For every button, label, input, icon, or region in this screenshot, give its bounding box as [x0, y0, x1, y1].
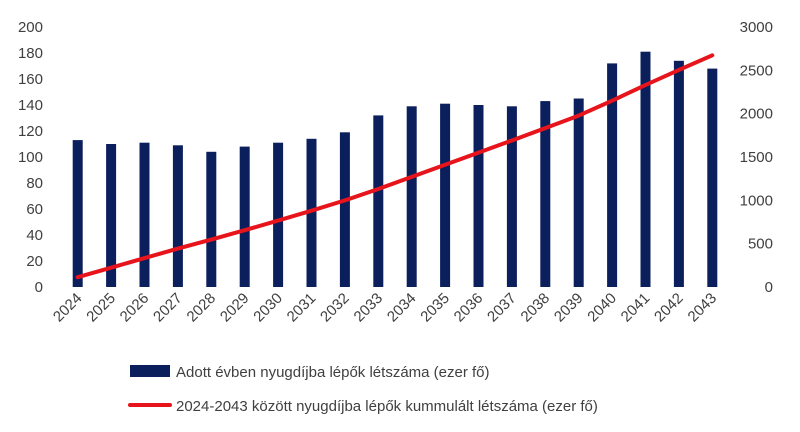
x-tick-label: 2031: [284, 290, 320, 326]
bar-series: [72, 51, 718, 288]
y-right-tick-label: 3000: [740, 19, 773, 36]
bar: [540, 101, 551, 287]
bar: [640, 51, 651, 288]
x-tick-label: 2039: [551, 290, 587, 326]
bar: [172, 145, 183, 287]
bar: [139, 142, 150, 287]
bar: [273, 142, 284, 287]
x-tick-label: 2030: [250, 290, 286, 326]
legend-label-line: 2024-2043 között nyugdíjba lépők kummulá…: [176, 398, 598, 415]
line-series: [75, 53, 715, 280]
x-tick-label: 2040: [584, 290, 620, 326]
legend: Adott évben nyugdíjba lépők létszáma (ez…: [128, 364, 598, 415]
x-tick-label: 2036: [451, 290, 487, 326]
y-left-tick-label: 60: [26, 201, 43, 218]
x-tick-label: 2026: [117, 290, 153, 326]
x-tick-label: 2029: [217, 290, 253, 326]
x-tick-label: 2037: [484, 290, 520, 326]
y-right-tick-label: 500: [748, 236, 773, 253]
x-tick-label: 2032: [317, 290, 353, 326]
bar: [373, 115, 384, 288]
y-left-tick-label: 120: [18, 123, 43, 140]
x-tick-label: 2028: [184, 290, 220, 326]
y-right-tick-label: 1500: [740, 149, 773, 166]
y-left-tick-label: 80: [26, 175, 43, 192]
bar: [673, 60, 684, 287]
bar: [607, 63, 618, 288]
y-left-tick-label: 40: [26, 227, 43, 244]
y-left-tick-label: 160: [18, 71, 43, 88]
bar: [707, 68, 718, 287]
x-tick-label: 2038: [518, 290, 554, 326]
right-axis-ticks: 0 500 1000 1500 2000 2500 3000: [740, 19, 773, 296]
left-axis-ticks: 0 20 40 60 80 100 120 140 160 180 200: [18, 19, 43, 296]
y-right-tick-label: 1000: [740, 192, 773, 209]
x-tick-label: 2041: [618, 290, 654, 326]
bar: [473, 105, 484, 287]
y-right-tick-label: 2000: [740, 106, 773, 123]
bar: [239, 146, 250, 287]
x-axis-ticks: 2024202520262027202820292030203120322033…: [50, 290, 720, 326]
x-tick-label: 2027: [150, 290, 186, 326]
cumulative-line: [75, 53, 715, 280]
bar: [306, 138, 317, 287]
x-tick-label: 2043: [685, 290, 721, 326]
y-left-tick-label: 100: [18, 149, 43, 166]
bar: [339, 132, 350, 287]
x-tick-label: 2033: [351, 290, 387, 326]
y-left-tick-label: 200: [18, 19, 43, 36]
x-tick-label: 2024: [50, 290, 86, 326]
x-tick-label: 2042: [651, 290, 687, 326]
x-tick-label: 2025: [83, 290, 119, 326]
y-right-tick-label: 0: [765, 279, 773, 296]
legend-label-bar: Adott évben nyugdíjba lépők létszáma (ez…: [176, 364, 490, 381]
x-tick-label: 2034: [384, 290, 420, 326]
bar: [506, 106, 517, 287]
y-right-tick-label: 2500: [740, 62, 773, 79]
bar: [206, 151, 217, 287]
x-tick-label: 2035: [417, 290, 453, 326]
y-left-tick-label: 0: [35, 279, 43, 296]
y-left-tick-label: 140: [18, 97, 43, 114]
legend-swatch-bar: [130, 365, 170, 377]
bar: [440, 103, 451, 287]
y-left-tick-label: 180: [18, 45, 43, 62]
bar: [72, 140, 83, 287]
bar: [573, 98, 584, 287]
bar: [406, 106, 417, 287]
bar: [106, 144, 117, 287]
y-left-tick-label: 20: [26, 253, 43, 270]
